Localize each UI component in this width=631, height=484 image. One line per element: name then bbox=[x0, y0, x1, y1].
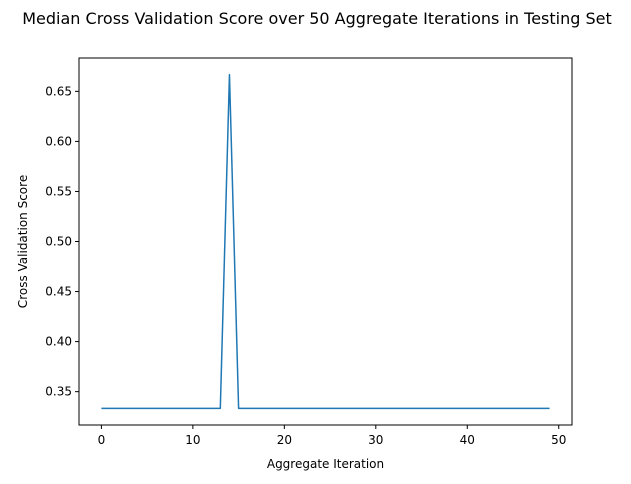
axes-frame bbox=[78, 57, 573, 426]
x-tick-label: 10 bbox=[185, 433, 200, 447]
y-tick-label: 0.50 bbox=[45, 235, 72, 249]
series-line bbox=[101, 73, 550, 410]
x-tick-label: 50 bbox=[551, 433, 566, 447]
x-tick-label: 40 bbox=[460, 433, 475, 447]
x-axis-ticks: 0 10 20 30 40 50 bbox=[98, 425, 566, 447]
chart-title: Median Cross Validation Score over 50 Ag… bbox=[22, 9, 612, 28]
x-tick-label: 30 bbox=[368, 433, 383, 447]
x-tick-label: 0 bbox=[98, 433, 106, 447]
y-axis-ticks: 0.35 0.40 0.45 0.50 0.55 0.60 0.65 bbox=[45, 84, 79, 399]
y-tick-label: 0.35 bbox=[45, 385, 72, 399]
plot-area bbox=[101, 73, 550, 410]
y-tick-label: 0.45 bbox=[45, 285, 72, 299]
y-tick-label: 0.55 bbox=[45, 184, 72, 198]
y-tick-label: 0.60 bbox=[45, 134, 72, 148]
x-axis-label: Aggregate Iteration bbox=[267, 457, 384, 471]
y-tick-label: 0.65 bbox=[45, 84, 72, 98]
x-tick-label: 20 bbox=[277, 433, 292, 447]
y-tick-label: 0.40 bbox=[45, 335, 72, 349]
y-axis-label: Cross Validation Score bbox=[16, 175, 30, 308]
